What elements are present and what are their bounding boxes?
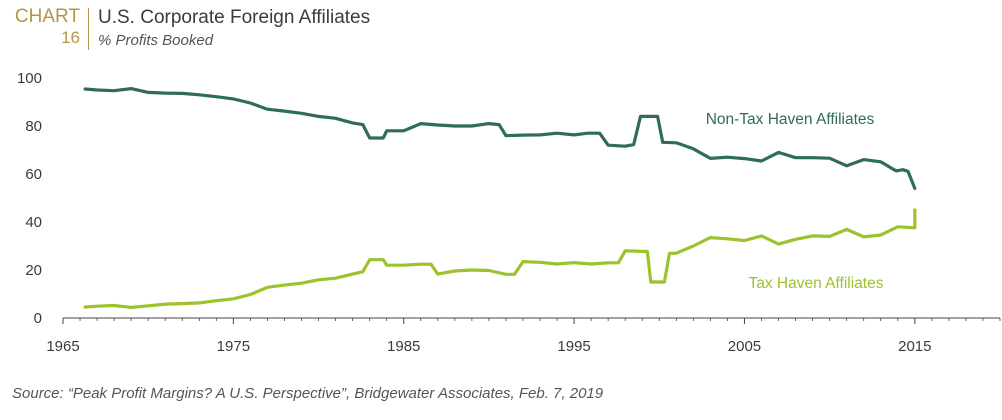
y-tick-label: 40: [25, 214, 42, 231]
y-tick-label: 0: [34, 310, 42, 327]
x-tick-label: 1975: [217, 338, 250, 355]
series-line-tax-haven: [83, 208, 917, 309]
x-tick-label: 1965: [46, 338, 79, 355]
series-layer: [83, 87, 917, 309]
x-tick-label: 2015: [898, 338, 931, 355]
y-tick-label: 80: [25, 118, 42, 135]
annotation-layer: Non-Tax Haven Affiliates Tax Haven Affili…: [706, 111, 884, 292]
chart-header: CHART 16 U.S. Corporate Foreign Affiliat…: [6, 4, 996, 54]
y-tick-label: 60: [25, 166, 42, 183]
chart-number-label: CHART 16: [6, 6, 80, 48]
y-tick-label: 20: [25, 262, 42, 279]
x-tick-label: 1985: [387, 338, 420, 355]
label-non-tax-haven: Non-Tax Haven Affiliates: [706, 111, 875, 128]
chart-title: U.S. Corporate Foreign Affiliates: [98, 7, 371, 28]
x-tick-label: 1995: [557, 338, 590, 355]
chart-axes: 1965 1975 1985 1995 2005 2015 0 20 40 60 80 100: [17, 70, 1001, 355]
chart-subtitle: % Profits Booked: [98, 32, 214, 49]
label-tax-haven: Tax Haven Affiliates: [749, 275, 884, 292]
y-tick-label: 100: [17, 70, 42, 87]
chart-word: CHART: [14, 6, 80, 27]
chart-number: 16: [61, 28, 80, 47]
source-note: Source: “Peak Profit Margins? A U.S. Per…: [12, 385, 604, 402]
header-divider: [88, 8, 89, 50]
series-line-non-tax-haven: [83, 87, 917, 190]
x-tick-label: 2005: [728, 338, 761, 355]
line-chart: 1965 1975 1985 1995 2005 2015 0 20 40 60 80 100 Non…: [17, 70, 1001, 355]
